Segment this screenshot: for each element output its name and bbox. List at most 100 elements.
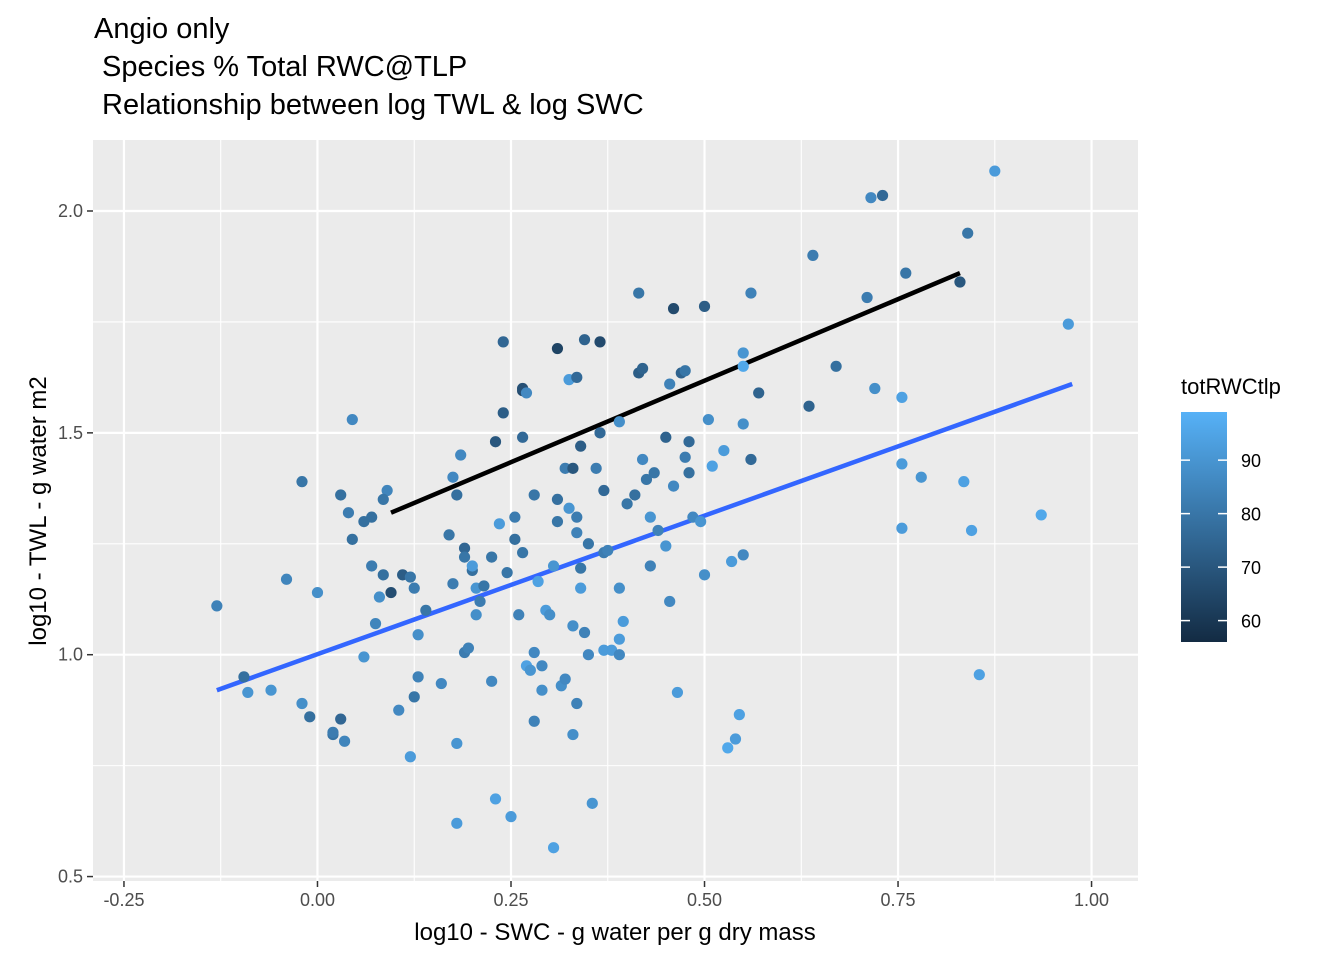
data-point (664, 378, 676, 390)
data-point (586, 797, 598, 809)
data-point (613, 633, 625, 645)
data-point (613, 416, 625, 428)
data-point (211, 600, 223, 612)
data-point (381, 484, 393, 497)
data-point (807, 249, 819, 261)
data-point (327, 726, 339, 738)
data-point (958, 476, 970, 488)
title-line-2: Species % Total RWC@TLP (94, 51, 467, 83)
data-point (517, 431, 529, 443)
data-point (578, 626, 591, 639)
data-point (702, 413, 714, 426)
legend-colorbar (1181, 412, 1227, 642)
data-point (377, 493, 389, 506)
data-point (520, 387, 533, 399)
data-point (346, 533, 358, 545)
data-point (896, 522, 908, 534)
data-point (536, 660, 548, 672)
data-point (509, 511, 521, 523)
data-point (238, 671, 250, 683)
data-point (965, 524, 978, 537)
data-point (366, 511, 378, 523)
legend-break-label: 80 (1241, 505, 1261, 525)
data-point (695, 515, 707, 528)
data-point (489, 793, 502, 805)
data-point (408, 582, 420, 594)
data-point (660, 540, 672, 552)
data-point (435, 677, 447, 690)
data-point (737, 347, 749, 359)
data-point (726, 555, 738, 568)
x-tick-label: 0.75 (881, 890, 916, 910)
data-point (455, 449, 467, 461)
data-point (915, 471, 927, 483)
data-point (667, 480, 680, 492)
data-point (497, 336, 509, 348)
data-point (404, 751, 416, 763)
data-point (567, 620, 579, 632)
data-point (342, 507, 355, 519)
data-point (335, 489, 347, 501)
data-point (598, 644, 610, 656)
data-point (679, 451, 691, 463)
data-point (830, 360, 842, 372)
data-point (698, 569, 711, 581)
data-point (582, 649, 595, 661)
legend-break-label: 60 (1241, 612, 1261, 632)
data-point (338, 735, 351, 747)
x-axis-ticks: -0.25 0.00 0.25 0.50 0.75 1.00 (103, 881, 1109, 910)
data-point (335, 713, 347, 725)
data-point (544, 609, 556, 621)
x-tick-label: 0.00 (300, 890, 335, 910)
y-tick-label: 1.5 (58, 423, 83, 443)
data-point (737, 549, 749, 561)
data-point (369, 618, 382, 630)
data-point (590, 462, 602, 474)
data-point (636, 362, 649, 375)
data-point (733, 709, 745, 721)
data-point (497, 407, 509, 419)
data-point (989, 165, 1001, 177)
data-point (876, 189, 889, 202)
data-point (594, 427, 606, 439)
data-point (377, 569, 389, 581)
data-point (458, 542, 471, 554)
data-point (861, 291, 873, 304)
data-point (571, 527, 583, 539)
data-point (513, 609, 525, 621)
data-point (571, 697, 583, 710)
data-point (698, 300, 711, 312)
data-point (621, 498, 633, 510)
y-axis-title: log10 - TWL - g water m2 (25, 376, 52, 645)
x-tick-label: 1.00 (1074, 890, 1109, 910)
data-point (633, 287, 645, 299)
data-point (524, 664, 536, 676)
data-point (528, 715, 540, 727)
chart-title: Angio only Species % Total RWC@TLP Relat… (94, 13, 644, 121)
data-point (532, 575, 544, 588)
data-point (412, 671, 424, 683)
data-point (462, 642, 475, 654)
data-point (594, 336, 606, 348)
data-point (451, 817, 463, 829)
title-line-3: Relationship between log TWL & log SWC (94, 89, 644, 121)
data-point (571, 371, 583, 383)
data-point (447, 471, 459, 483)
data-point (451, 737, 463, 750)
data-point (458, 551, 471, 563)
data-point (563, 502, 575, 514)
data-point (242, 686, 254, 699)
data-point (505, 811, 517, 823)
data-point (404, 571, 416, 583)
data-point (575, 562, 587, 574)
x-axis-title: log10 - SWC - g water per g dry mass (414, 919, 815, 946)
x-tick-label: -0.25 (103, 890, 144, 910)
points (211, 165, 1074, 854)
data-point (373, 591, 386, 603)
data-point (575, 582, 587, 594)
data-point (551, 493, 564, 506)
data-point (486, 551, 498, 563)
data-point (954, 276, 966, 288)
data-point (753, 387, 765, 399)
